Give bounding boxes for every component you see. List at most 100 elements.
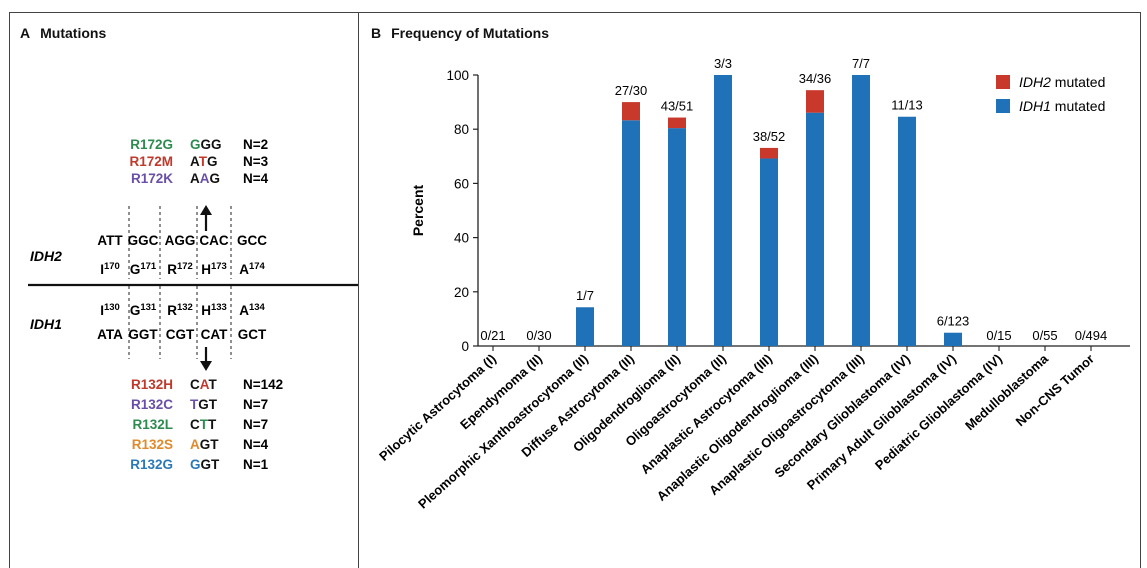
idh1-residue: R132 xyxy=(167,302,193,318)
bar-data-label: 38/52 xyxy=(753,129,786,144)
bar-data-label: 7/7 xyxy=(852,56,870,71)
residue-letter: H xyxy=(201,262,211,277)
residue-number: 170 xyxy=(104,261,120,272)
idh1-mutation-count: N=7 xyxy=(243,417,268,432)
bar-data-label: 27/30 xyxy=(615,83,648,98)
bar-data-label: 0/30 xyxy=(526,328,551,343)
idh2-mutation-codon: AAG xyxy=(190,171,220,186)
idh1-codon: CGT xyxy=(166,327,195,342)
codon-part: A xyxy=(200,171,210,186)
idh1-mutation-name: R132L xyxy=(132,417,173,432)
bar-data-label: 0/55 xyxy=(1032,328,1057,343)
idh1-mutation-count: N=7 xyxy=(243,397,268,412)
codon-part: G xyxy=(190,137,201,152)
bar-idh1 xyxy=(898,116,916,346)
bar-data-label: 43/51 xyxy=(661,99,694,114)
legend-label: IDH2 mutated xyxy=(1019,74,1105,90)
idh1-residue: H133 xyxy=(201,302,227,318)
codon-part: GT xyxy=(201,457,221,472)
bar-data-label: 6/123 xyxy=(937,314,970,329)
idh2-codon: GGC xyxy=(128,233,159,248)
idh2-residue: G171 xyxy=(130,261,157,277)
idh2-mutation-count: N=4 xyxy=(243,171,269,186)
bar-idh1 xyxy=(576,307,594,346)
codon-part: GT xyxy=(198,397,218,412)
idh2-residue: I170 xyxy=(100,261,120,277)
idh2-residue: H173 xyxy=(201,261,227,277)
legend-gene: IDH2 xyxy=(1019,74,1051,90)
bar-data-label: 34/36 xyxy=(799,71,832,86)
bar-idh1 xyxy=(760,158,778,346)
codon-part: G xyxy=(190,457,201,472)
idh2-mutation-name: R172M xyxy=(129,154,173,169)
idh1-residue: G131 xyxy=(130,302,157,318)
residue-number: 131 xyxy=(140,302,157,313)
idh1-codon: GCT xyxy=(238,327,267,342)
idh1-residue: I130 xyxy=(100,302,120,318)
y-tick-label: 80 xyxy=(454,122,469,137)
bar-idh1 xyxy=(622,120,640,346)
codon-part: A xyxy=(190,154,200,169)
residue-letter: R xyxy=(167,303,177,318)
residue-letter: G xyxy=(130,303,141,318)
bar-idh1 xyxy=(668,128,686,346)
idh2-mutation-codon: GGG xyxy=(190,137,222,152)
bar-idh2 xyxy=(622,102,640,121)
residue-number: 134 xyxy=(249,302,266,313)
bar-idh1 xyxy=(806,112,824,346)
idh1-mutation-count: N=4 xyxy=(243,437,269,452)
codon-part: GG xyxy=(201,137,222,152)
legend-gene: IDH1 xyxy=(1019,98,1051,114)
x-tick-label: Ependymoma (II) xyxy=(457,351,545,432)
idh1-mutation-count: N=1 xyxy=(243,457,269,472)
residue-number: 172 xyxy=(177,261,193,272)
arrow-up-icon xyxy=(200,205,212,215)
residue-number: 130 xyxy=(104,302,120,313)
bar-data-label: 0/15 xyxy=(986,328,1011,343)
residue-letter: G xyxy=(130,262,141,277)
idh1-codon: CAT xyxy=(201,327,228,342)
bar-data-label: 1/7 xyxy=(576,288,594,303)
codon-part: C xyxy=(190,377,200,392)
x-tick-label: Pleomorphic Xanthoastrocytoma (II) xyxy=(415,351,591,511)
residue-letter: A xyxy=(239,262,249,277)
idh1-codon: ATA xyxy=(97,327,123,342)
legend-swatch xyxy=(996,99,1010,113)
residue-letter: H xyxy=(201,303,211,318)
idh2-mutation-name: R172K xyxy=(131,171,173,186)
idh1-mutation-codon: CAT xyxy=(190,377,218,392)
x-tick-label: Non-CNS Tumor xyxy=(1013,351,1097,429)
figure-frame xyxy=(9,12,1141,568)
panel-b-title: B Frequency of Mutations xyxy=(371,25,549,41)
idh2-mutation-name: R172G xyxy=(130,137,173,152)
idh1-mutation-name: R132G xyxy=(130,457,173,472)
residue-letter: A xyxy=(239,303,249,318)
idh1-residue: A134 xyxy=(239,302,265,318)
codon-part: T xyxy=(200,417,209,432)
y-tick-label: 100 xyxy=(446,68,469,83)
codon-part: C xyxy=(190,417,200,432)
legend-label: IDH1 mutated xyxy=(1019,98,1105,114)
legend-text: mutated xyxy=(1051,98,1105,114)
bar-data-label: 11/13 xyxy=(891,98,923,113)
idh1-gene-label: IDH1 xyxy=(30,316,62,332)
idh1-codon: GGT xyxy=(128,327,158,342)
y-tick-label: 60 xyxy=(454,176,469,191)
idh1-mutation-count: N=142 xyxy=(243,377,283,392)
idh2-codon: AGG xyxy=(165,233,196,248)
panel-a-letter: A xyxy=(20,25,31,41)
bar-idh1 xyxy=(852,75,870,346)
idh1-mutation-codon: TGT xyxy=(190,397,218,412)
y-tick-label: 0 xyxy=(461,339,469,354)
idh1-mutation-name: R132H xyxy=(131,377,173,392)
idh1-mutation-codon: GGT xyxy=(190,457,220,472)
bar-idh2 xyxy=(760,147,778,159)
idh2-codon: GCC xyxy=(237,233,267,248)
bar-idh2 xyxy=(806,90,824,113)
bar-idh1 xyxy=(714,75,732,346)
codon-part: T xyxy=(199,154,208,169)
bar-data-label: 3/3 xyxy=(714,56,732,71)
y-tick-label: 20 xyxy=(454,285,469,300)
